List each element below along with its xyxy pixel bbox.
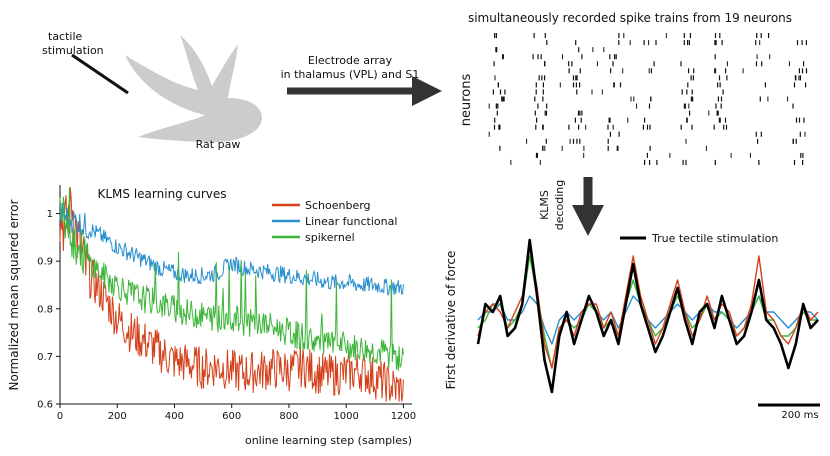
learning-curves-xlabel: online learning step (samples) xyxy=(245,434,412,447)
rat-paw-shape xyxy=(125,35,262,142)
decoding-arrow-head xyxy=(572,205,604,236)
klms-decoding-arrow-group: KLMS decoding xyxy=(538,177,604,236)
legend-label: Linear functional xyxy=(305,215,397,228)
klms-decoding-label-line-2: decoding xyxy=(553,180,566,231)
y-tick-label: 1 xyxy=(47,209,53,220)
neurons-axis-label: neurons xyxy=(459,74,474,127)
tactile-stimulation-label: tactile stimulation xyxy=(42,30,104,57)
spike-raster-title: simultaneously recorded spike trains fro… xyxy=(468,11,792,25)
learning-curves-ylabel: Normalized mean squared error xyxy=(7,199,21,390)
electrode-arrow-head xyxy=(412,76,442,106)
learning-curves-chart: KLMS learning curves Normalized mean squ… xyxy=(7,185,416,447)
decoding-traces xyxy=(476,238,819,394)
electrode-label-line-2: in thalamus (VPL) and S1 xyxy=(281,68,420,81)
y-tick-label: 0.9 xyxy=(37,257,53,268)
rat-paw-panel: tactile stimulation Rat paw xyxy=(42,30,262,151)
learning-curves-title: KLMS learning curves xyxy=(98,187,227,201)
learning-curves-series xyxy=(59,187,404,402)
klms-decoding-label-line-1: KLMS xyxy=(538,190,551,220)
spike-raster-panel: simultaneously recorded spike trains fro… xyxy=(459,11,808,165)
tactile-label-line-1: tactile xyxy=(48,30,83,43)
stimulation-pointer xyxy=(71,53,129,95)
decoding-panel: First derivative of force True tectile s… xyxy=(444,232,820,421)
series-line-spikernel xyxy=(59,187,404,371)
x-tick-label: 400 xyxy=(165,411,184,422)
y-tick-label: 0.7 xyxy=(37,352,53,363)
legend-label: spikernel xyxy=(305,231,355,244)
x-tick-label: 200 xyxy=(108,411,127,422)
y-tick-label: 0.6 xyxy=(37,400,53,411)
tactile-label-line-2: stimulation xyxy=(42,44,104,57)
x-tick-label: 800 xyxy=(279,411,298,422)
x-tick-label: 1200 xyxy=(391,411,416,422)
decoding-legend-label: True tectile stimulation xyxy=(651,232,778,245)
spike-raster xyxy=(488,33,808,165)
electrode-arrow-group: Electrode array in thalamus (VPL) and S1 xyxy=(281,54,442,106)
decoding-ylabel: First derivative of force xyxy=(444,251,458,390)
x-tick-label: 0 xyxy=(57,411,63,422)
x-tick-label: 600 xyxy=(222,411,241,422)
learning-curves-legend: Schoenberg Linear functional spikernel xyxy=(272,199,397,244)
electrode-label-line-1: Electrode array xyxy=(308,54,393,67)
series-line-schoenberg xyxy=(59,187,404,402)
legend-label: Schoenberg xyxy=(305,199,371,212)
series-line-linear-functional xyxy=(59,202,404,296)
learning-curves-axes: 0 200 400 600 800 1000 1200 0.6 0.7 0.8 0.9 1 xyxy=(37,185,416,422)
scalebar-label: 200 ms xyxy=(781,410,818,421)
decoded-trace xyxy=(477,247,819,369)
y-tick-label: 0.8 xyxy=(37,304,53,315)
rat-paw-caption: Rat paw xyxy=(196,138,241,151)
x-tick-label: 1000 xyxy=(333,411,358,422)
true-stimulation-trace xyxy=(476,238,819,394)
